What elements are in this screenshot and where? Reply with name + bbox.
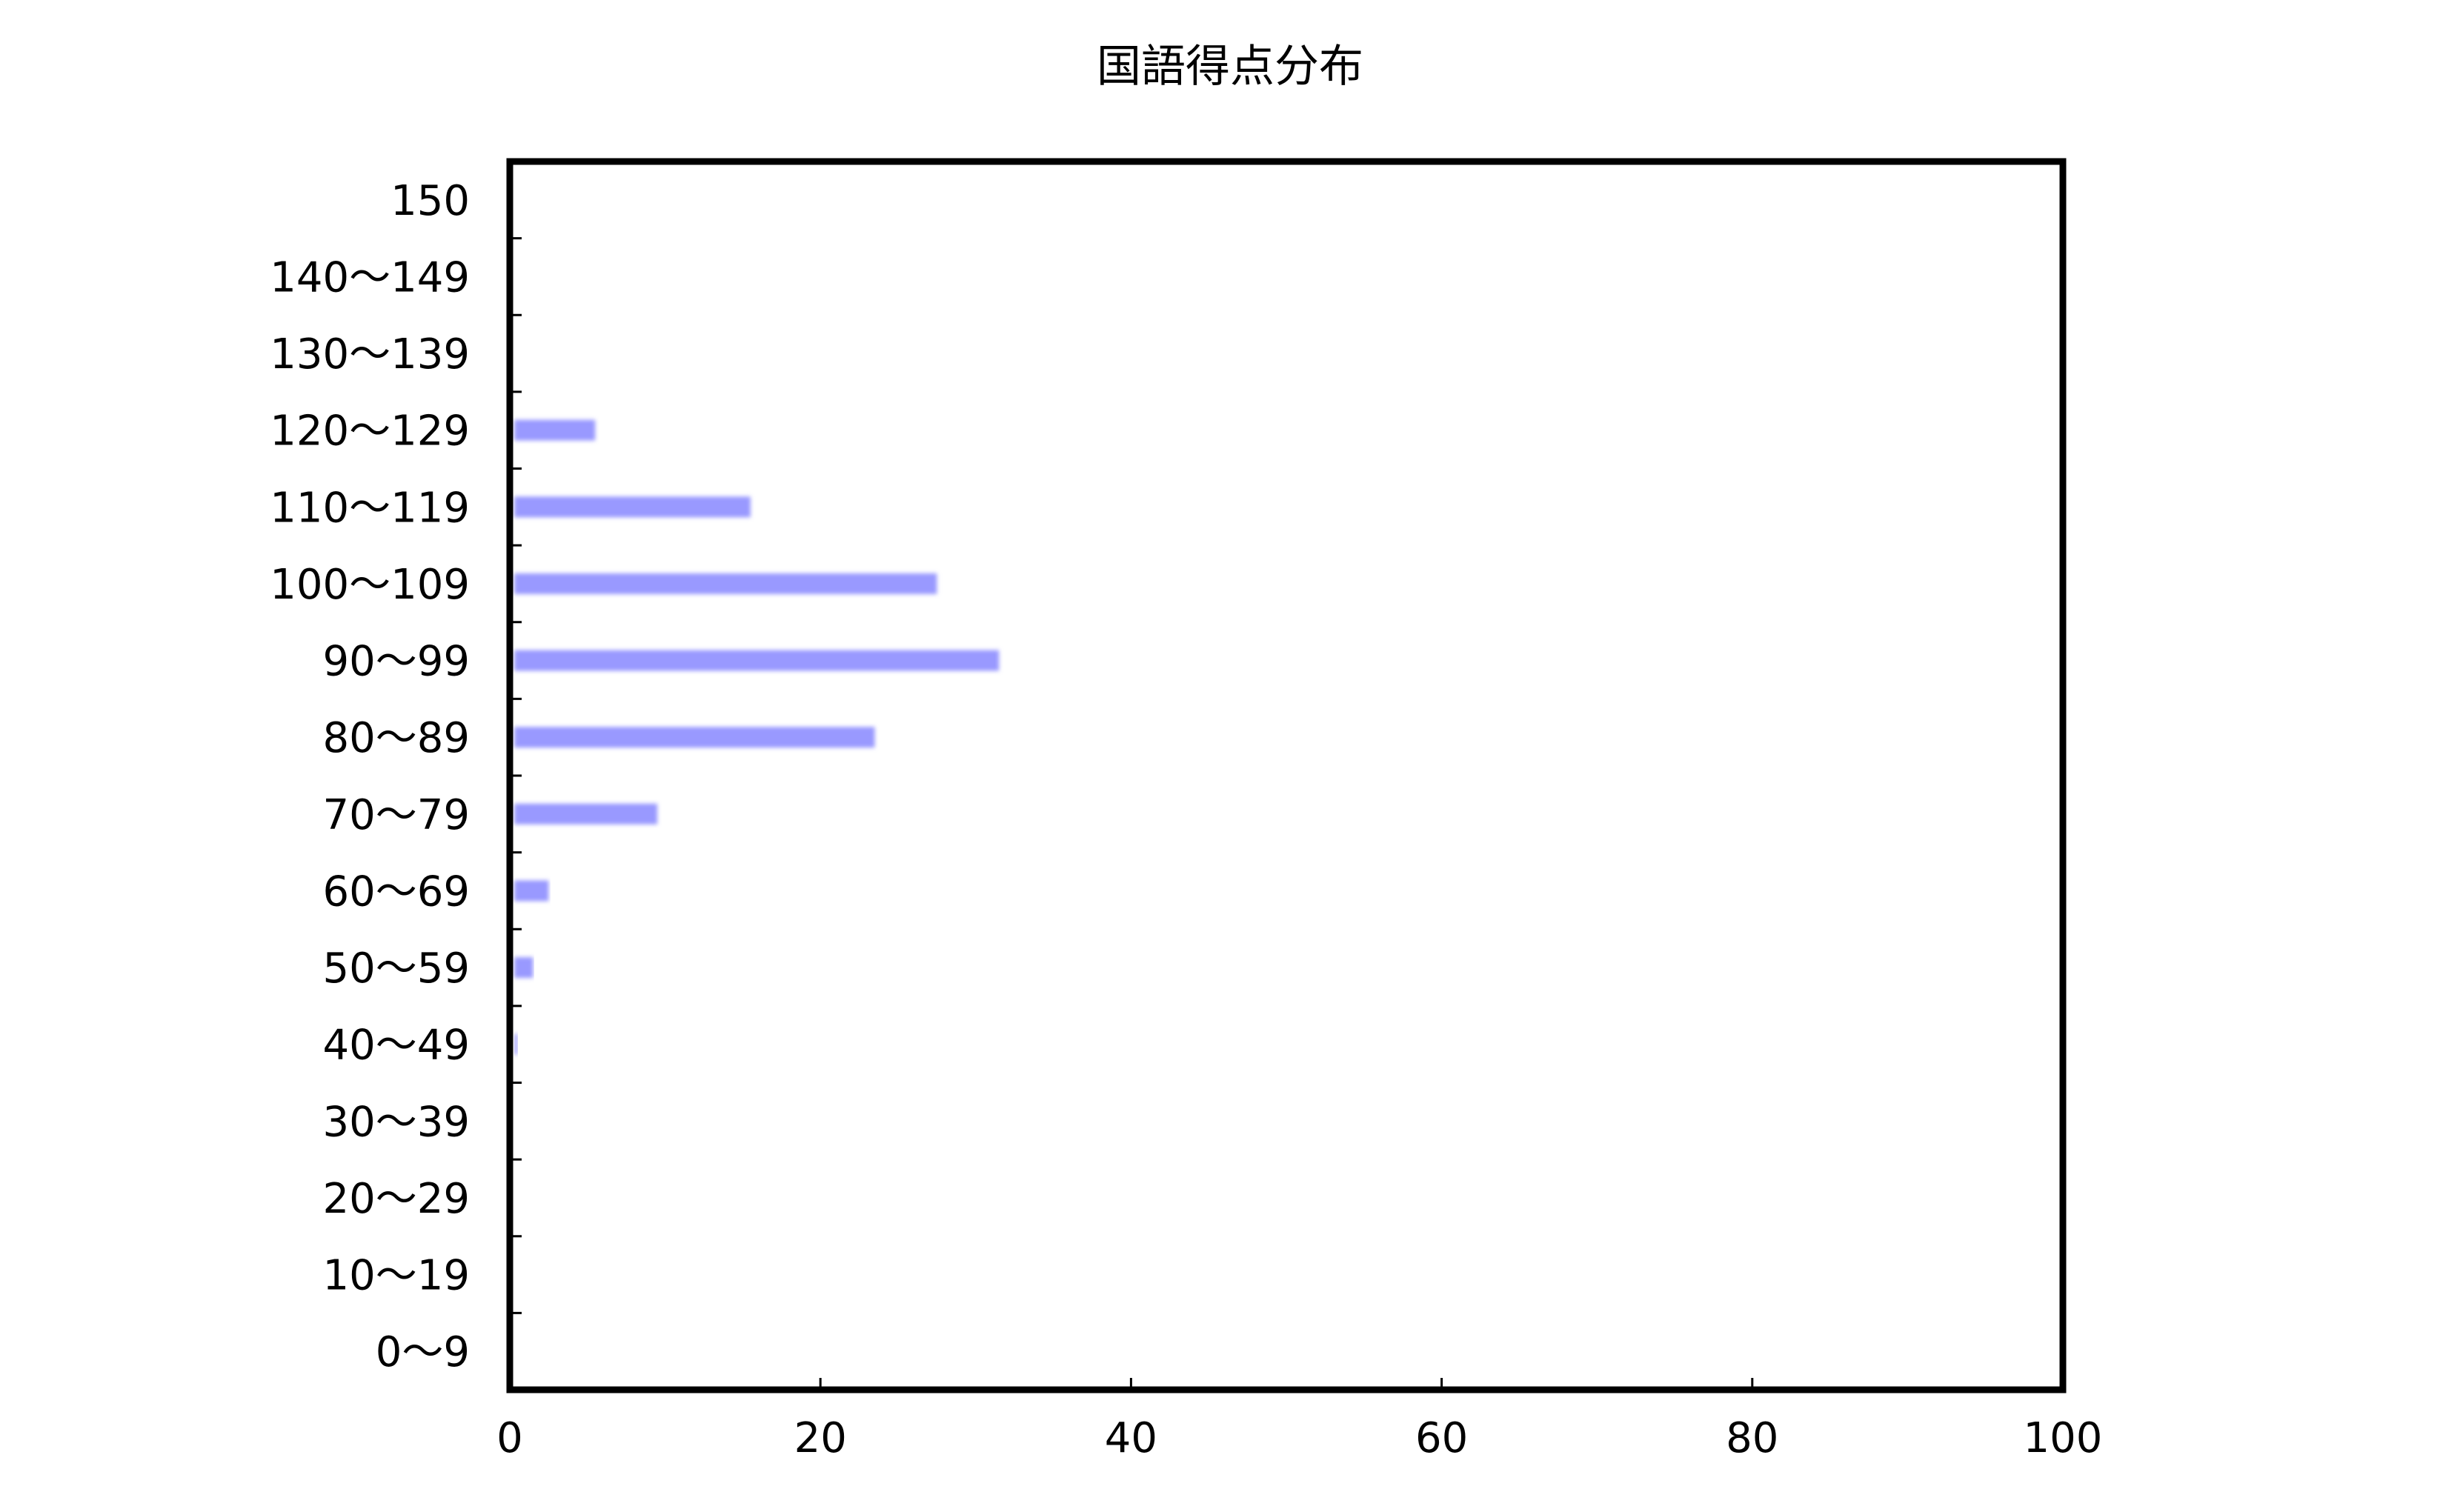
- y-tick-label: 20～29: [322, 1175, 470, 1223]
- y-tick-label: 80～89: [322, 714, 470, 762]
- bar: [514, 573, 937, 594]
- y-tick-label: 50～59: [322, 945, 470, 993]
- bars: [514, 419, 1000, 1055]
- bar: [514, 419, 596, 441]
- y-axis-labels: 0～9 10～19 20～29 30～39 40～49 50～59 60～69 70～79 80…: [270, 177, 470, 1376]
- bar: [514, 727, 875, 748]
- y-tick-label: 0～9: [376, 1328, 470, 1376]
- y-tick-label: 120～129: [270, 407, 470, 456]
- bar: [514, 650, 1000, 671]
- tick-marks: [508, 237, 2064, 1390]
- chart-title: 国語得点分布: [1097, 41, 1363, 93]
- x-tick-label: 0: [496, 1414, 523, 1462]
- x-tick-label: 20: [794, 1414, 847, 1462]
- x-tick-label: 80: [1726, 1414, 1778, 1462]
- y-tick-label: 130～139: [270, 330, 470, 379]
- bar: [514, 803, 658, 825]
- plot-frame: [506, 158, 2067, 1393]
- x-tick-label: 100: [2024, 1414, 2103, 1462]
- y-tick-label: 60～69: [322, 867, 470, 916]
- y-tick-label: 30～39: [322, 1098, 470, 1146]
- bar: [514, 496, 751, 518]
- y-tick-label: 10～19: [322, 1252, 470, 1300]
- x-tick-label: 40: [1105, 1414, 1157, 1462]
- bar: [514, 957, 534, 979]
- y-tick-label: 90～99: [322, 638, 470, 686]
- y-tick-label: 140～149: [270, 253, 470, 302]
- x-tick-label: 60: [1415, 1414, 1468, 1462]
- y-tick-label: 100～109: [270, 561, 470, 609]
- y-tick-label: 150: [390, 177, 470, 225]
- y-tick-label: 40～49: [322, 1022, 470, 1070]
- y-tick-label: 110～119: [270, 484, 470, 532]
- bar: [514, 1033, 518, 1055]
- y-tick-label: 70～79: [322, 791, 470, 839]
- bar: [514, 880, 549, 902]
- x-axis-labels: 0 20 40 60 80 100: [496, 1414, 2102, 1462]
